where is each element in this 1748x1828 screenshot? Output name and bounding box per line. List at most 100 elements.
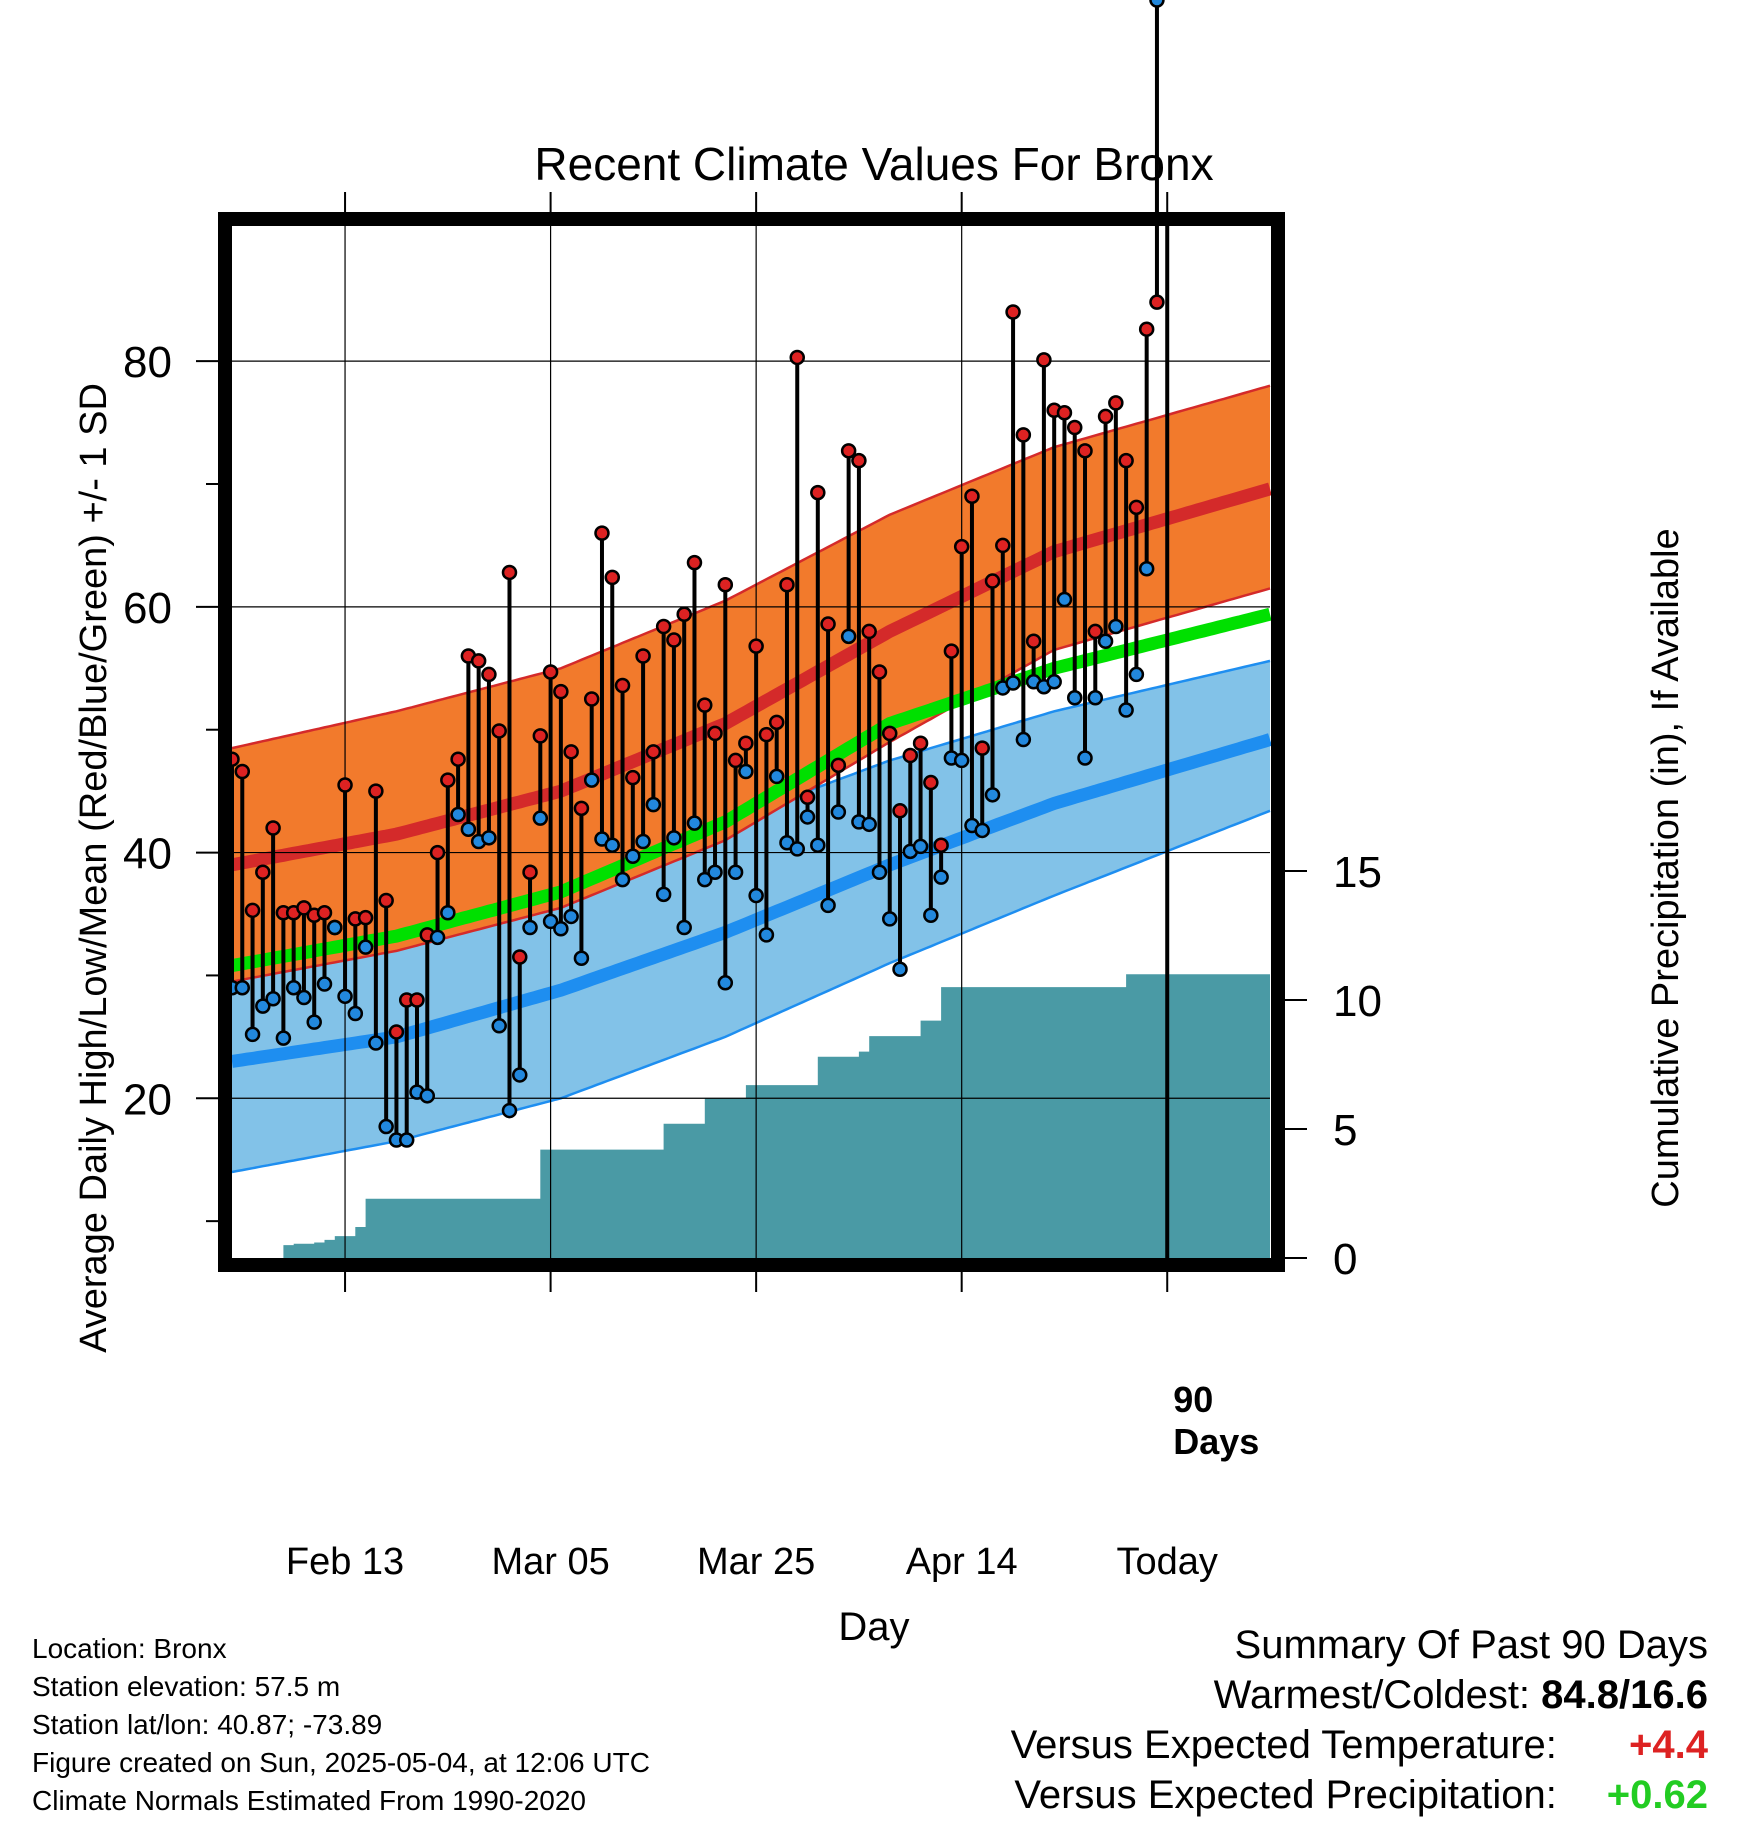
high-point — [625, 769, 641, 786]
high-point — [717, 576, 734, 593]
today-label-1: Days — [1173, 1421, 1259, 1462]
precip-area — [232, 958, 1270, 1258]
high-point — [768, 714, 785, 731]
high-point — [1128, 499, 1145, 516]
plot-frame — [218, 212, 1285, 1272]
high-point — [892, 803, 908, 819]
x-tick-label-4: Today — [1117, 1541, 1218, 1583]
high-point — [810, 484, 826, 501]
chart-title: Recent Climate Values For Bronx — [534, 138, 1213, 190]
low-point — [327, 919, 343, 936]
x-tick-label-3: Apr 14 — [906, 1541, 1018, 1583]
y-axis-label-right: Cumulative Precipitation (in), If Availa… — [1645, 528, 1687, 1207]
precip-value: +0.62 — [1606, 1773, 1708, 1817]
high-point — [655, 618, 672, 635]
low-point — [1015, 731, 1032, 748]
low-point — [758, 927, 775, 943]
high-point — [604, 569, 621, 586]
low-point — [244, 1026, 261, 1043]
high-point — [553, 683, 569, 700]
high-point — [429, 844, 446, 861]
x-tick-label-0: Feb 13 — [286, 1541, 404, 1583]
high-point — [912, 735, 929, 751]
low-point — [460, 821, 477, 837]
low-point — [429, 929, 446, 946]
low-point — [296, 989, 312, 1006]
summary-warm-cold: Warmest/Coldest: 84.8/16.6 — [1011, 1670, 1708, 1720]
low-point — [532, 810, 549, 826]
low-point — [820, 897, 836, 914]
low-point — [1149, 0, 1165, 8]
high-point — [789, 349, 805, 366]
low-point — [892, 961, 908, 978]
low-point — [1046, 674, 1062, 690]
low-point — [984, 787, 1001, 803]
high-point — [738, 735, 754, 751]
high-point — [244, 902, 261, 919]
low-point — [655, 886, 672, 903]
high-point — [368, 783, 384, 799]
low-point — [501, 1102, 518, 1119]
summary-temp: Versus Expected Temperature: +4.4 — [1011, 1720, 1708, 1770]
high-point — [491, 723, 507, 739]
high-point — [923, 774, 939, 791]
low-point — [1066, 690, 1083, 706]
low-point — [1077, 750, 1093, 766]
low-point — [738, 763, 754, 780]
high-point — [820, 616, 836, 632]
high-point — [974, 740, 990, 756]
high-point — [1108, 395, 1124, 411]
low-point — [265, 991, 281, 1007]
today-label-0: 90 — [1173, 1379, 1213, 1420]
high-point — [255, 864, 271, 880]
low-point — [1087, 690, 1104, 706]
high-point — [594, 525, 610, 541]
info-elevation: Station elevation: 57.5 m — [32, 1671, 341, 1702]
y-axis-label-left: Average Daily High/Low/Mean (Red/Blue/Gr… — [73, 383, 115, 1353]
low-point — [440, 905, 456, 921]
high-point — [1005, 304, 1021, 320]
low-point — [337, 988, 353, 1005]
y2-tick-label-0: 0 — [1333, 1235, 1357, 1284]
y-tick-label-3: 80 — [123, 338, 172, 387]
low-point — [542, 913, 559, 930]
low-point — [604, 837, 621, 853]
y-tick-label-2: 60 — [123, 584, 172, 633]
low-point — [953, 752, 970, 769]
high-point — [522, 864, 538, 880]
high-point — [861, 623, 877, 640]
high-point — [1087, 623, 1104, 640]
high-mean-line — [230, 482, 1272, 872]
low-point — [1056, 591, 1073, 608]
low-point — [450, 806, 466, 823]
high-point — [676, 606, 692, 622]
low-point — [491, 1018, 507, 1034]
high-point — [357, 909, 374, 926]
precip-label: Versus Expected Precipitation: — [1014, 1773, 1557, 1817]
low-point — [933, 869, 949, 885]
high-point — [902, 747, 919, 764]
low-point — [974, 822, 990, 839]
low-point — [727, 864, 744, 880]
high-point — [799, 789, 816, 806]
temp-value: +4.4 — [1629, 1723, 1708, 1767]
low-point — [614, 871, 631, 888]
low-point — [378, 1118, 394, 1135]
station-info: Location: Bronx Station elevation: 57.5 … — [32, 1630, 650, 1820]
high-point — [1036, 352, 1052, 368]
high-point — [583, 691, 600, 707]
low-point — [563, 908, 579, 925]
high-point — [779, 576, 795, 593]
warm-cold-value: 84.8/16.6 — [1541, 1673, 1708, 1717]
high-point — [686, 554, 703, 571]
low-point — [830, 804, 847, 820]
high-point — [645, 744, 662, 760]
summary-panel: Summary Of Past 90 Days Warmest/Coldest:… — [1011, 1620, 1708, 1820]
low-point — [912, 838, 929, 855]
high-point — [501, 564, 518, 581]
high-point — [388, 1024, 405, 1040]
low-point — [686, 815, 703, 831]
high-point — [830, 757, 847, 774]
low-point — [512, 1067, 528, 1083]
